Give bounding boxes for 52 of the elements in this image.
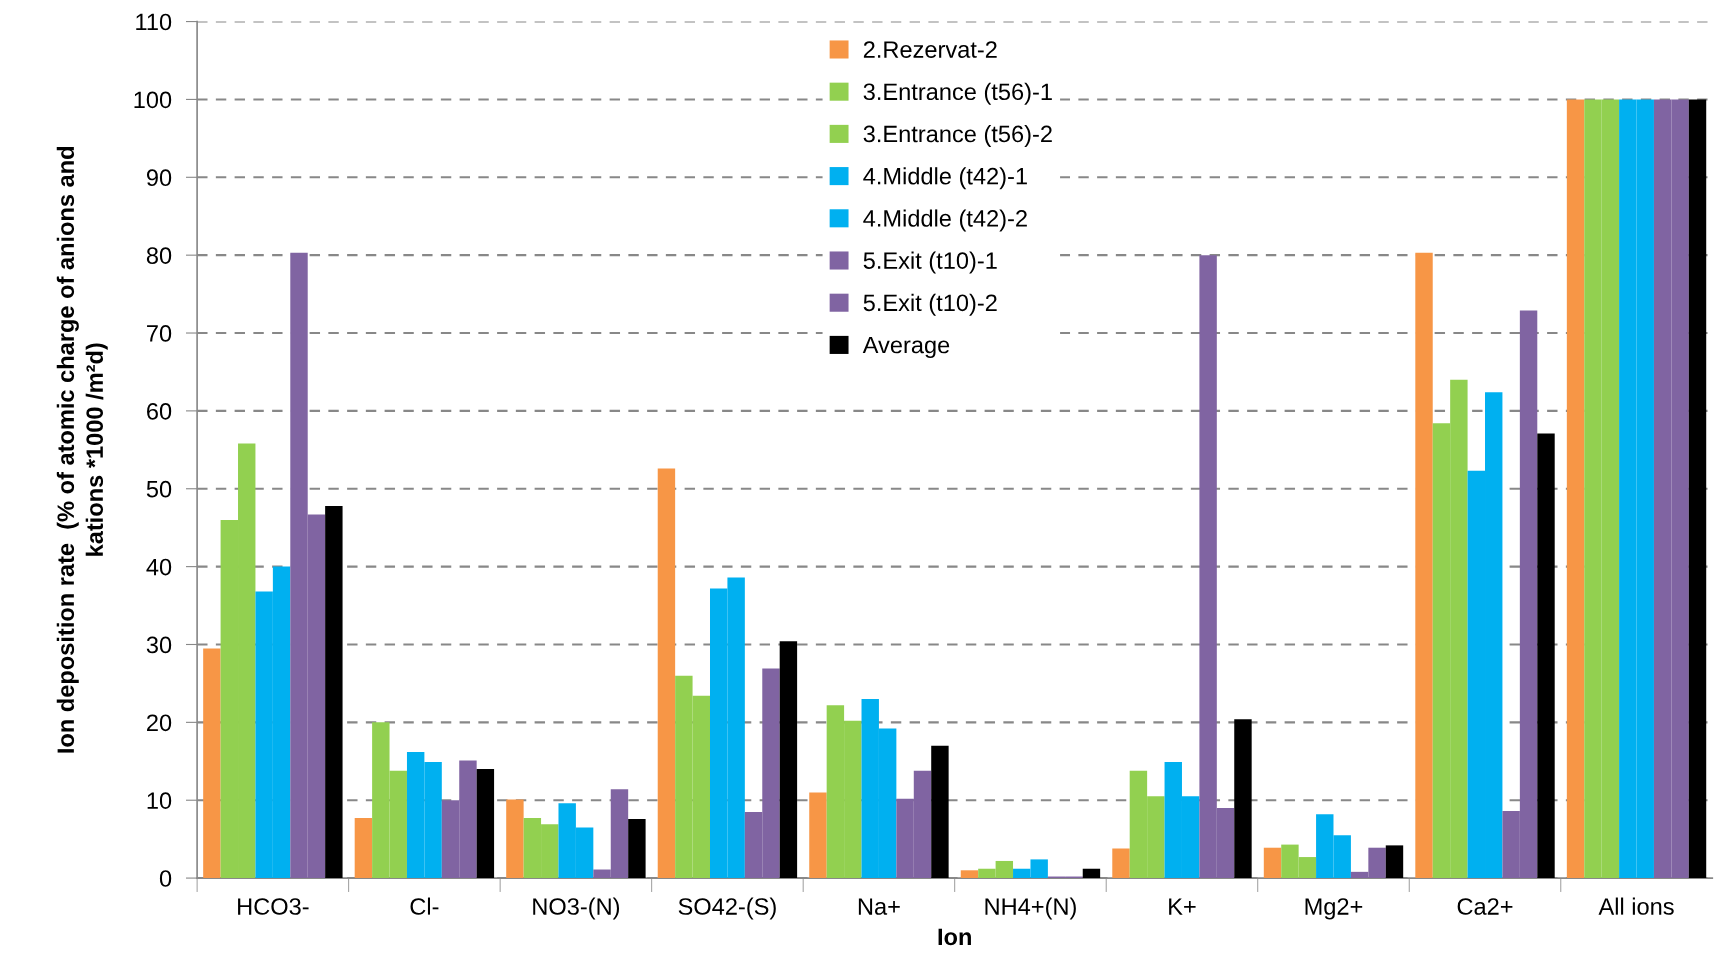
bar [657,468,676,879]
bar [1385,845,1404,879]
bar [1112,848,1130,879]
bar [1415,252,1433,879]
x-tick-label: All ions [1598,897,1674,915]
bar [506,799,524,879]
legend-label: 4.Middle (t42)-2 [863,209,1027,232]
legend-label: Average [862,336,950,359]
y-tick-label: 0 [159,870,172,887]
y-tick-label: 80 [146,247,172,264]
bar [203,648,221,879]
bar [354,818,373,879]
bar [1234,719,1252,879]
y-tick-label: 50 [146,480,172,498]
legend-label: 3.Entrance (t56)-1 [863,82,1052,105]
bar [1566,99,1585,879]
y-tick-label: 20 [147,714,172,732]
y-tick-label: 90 [146,169,172,187]
y-tick-label: 40 [146,558,172,576]
bar [960,870,979,879]
y-tick-label: 70 [147,325,172,342]
y-tick-label: 60 [147,402,172,420]
x-tick-label: SO42-(S) [678,897,776,920]
y-axis-title: Ion deposition rate (% of atomic charge of anions and kations *1000 /m²d) [56,147,108,753]
legend-label: 5.Exit (t10)-1 [863,251,997,274]
x-tick-label: Na+ [858,898,900,915]
y-tick-label: 110 [136,13,172,31]
x-tick-label: NH4+(N) [985,897,1076,920]
bar [1537,433,1555,879]
bar [325,505,343,879]
x-tick-label: Cl- [410,897,439,915]
bar [931,745,949,879]
x-tick-label: K+ [1169,898,1196,915]
y-tick-label: 30 [146,636,172,654]
bar [1263,847,1282,879]
bar [809,792,827,879]
x-tick-label: Ca2+ [1457,898,1513,915]
bar [1082,868,1101,879]
x-tick-label: Mg2+ [1305,898,1363,920]
y-tick-label: 100 [134,91,172,109]
bar [476,769,495,879]
bar [628,818,646,879]
bar [779,641,798,879]
legend-label: 2.Rezervat-2 [863,41,997,58]
legend-label: 3.Entrance (t56)-2 [863,124,1052,147]
x-axis-title: Ion [938,928,971,946]
legend-label: 4.Middle (t42)-1 [863,167,1027,190]
y-tick-label: 10 [147,792,172,809]
legend-label: 5.Exit (t10)-2 [863,293,997,316]
x-tick-label: NO3-(N) [533,897,620,920]
x-tick-label: HCO3- [238,898,309,915]
bar [1688,99,1707,879]
